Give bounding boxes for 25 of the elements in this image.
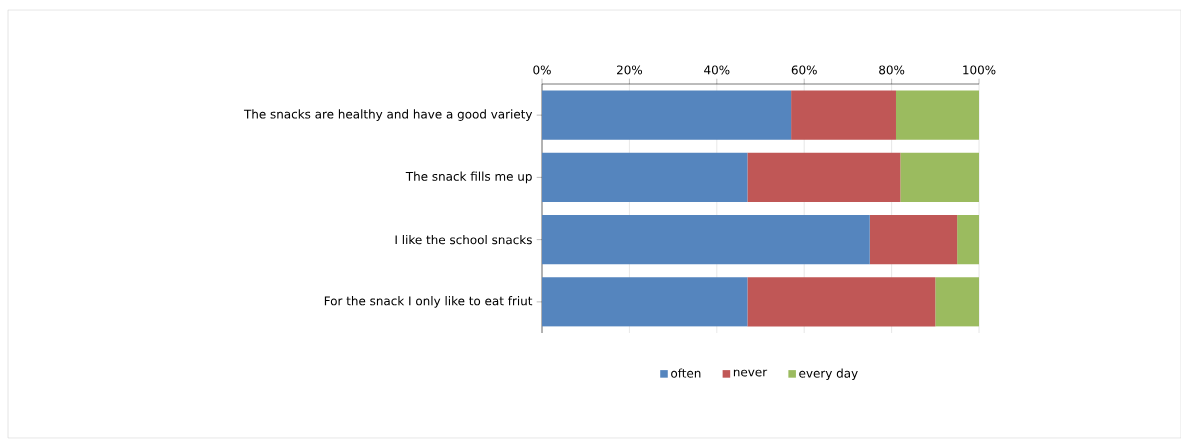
bar [791, 90, 896, 140]
bar [542, 152, 748, 202]
y-tick-label: For the snack I only like to eat friut [324, 296, 533, 308]
legend-label: often [671, 368, 701, 378]
x-tick-label: 60% [791, 65, 817, 75]
x-tick-label: 40% [704, 65, 730, 75]
bar [542, 215, 870, 265]
y-tick-label: The snack fills me up [405, 171, 532, 184]
bar [900, 152, 980, 202]
bar [542, 277, 748, 327]
bar [869, 215, 958, 265]
y-tick-label: The snacks are healthy and have a good variety [243, 109, 533, 121]
bar [935, 277, 980, 327]
bar [957, 215, 980, 265]
legend-label: never [733, 369, 768, 377]
x-tick-label: 20% [617, 65, 643, 75]
bar [895, 90, 980, 140]
y-tick-label: I like the school snacks [395, 235, 532, 245]
x-tick-label: 100% [963, 65, 996, 75]
bar [747, 277, 936, 327]
bar [542, 90, 792, 140]
legend-label: every day [799, 368, 858, 381]
x-tick-label: 0% [533, 65, 551, 75]
x-tick-label: 80% [879, 65, 905, 75]
bar [747, 152, 901, 202]
